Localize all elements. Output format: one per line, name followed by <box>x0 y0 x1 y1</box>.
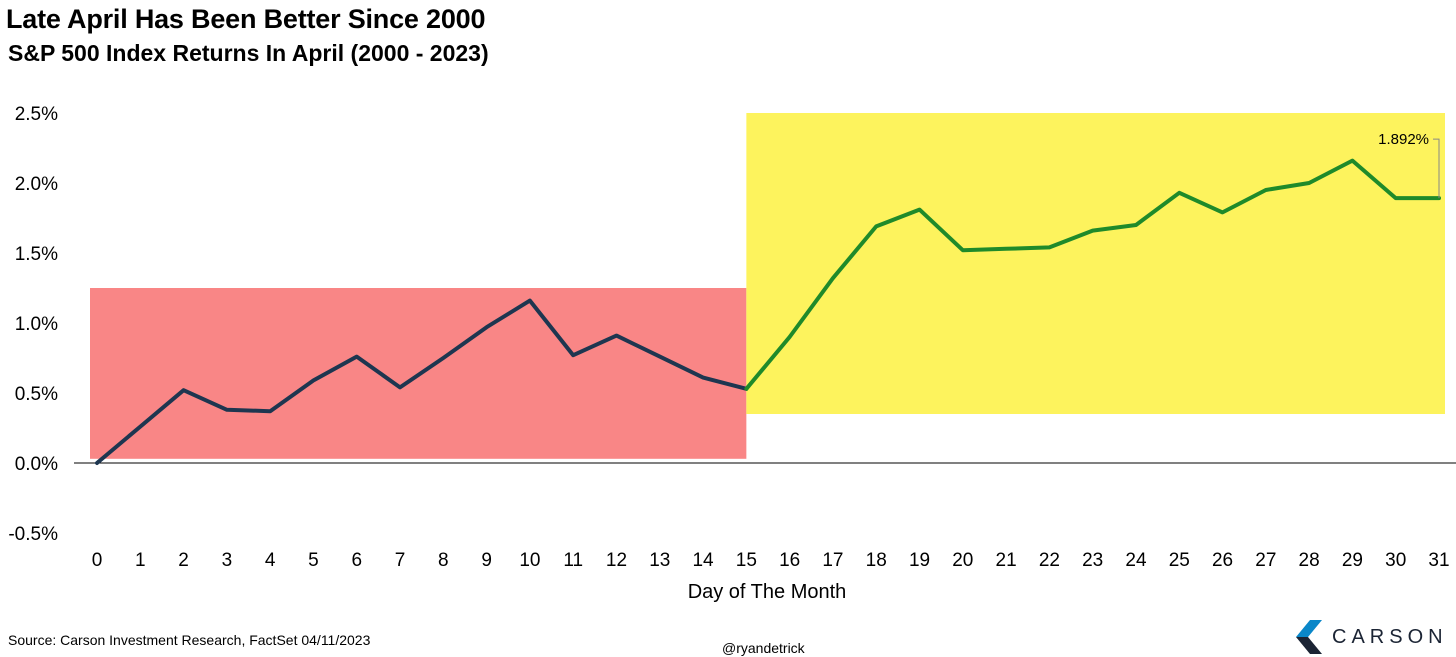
y-tick-label: 0.0% <box>15 454 58 475</box>
x-tick-label: 18 <box>866 550 887 571</box>
y-tick-label: 0.5% <box>15 384 58 405</box>
carson-logo-icon <box>1296 620 1322 654</box>
series-line-second-half <box>744 158 1441 391</box>
y-tick-label: 1.5% <box>15 244 58 265</box>
x-tick-label: 17 <box>822 550 843 571</box>
x-tick-label: 3 <box>222 550 233 571</box>
series-line-first-half <box>95 298 749 465</box>
chart-subtitle: S&P 500 Index Returns In April (2000 - 2… <box>8 40 489 66</box>
y-tick-label: -0.5% <box>8 524 58 545</box>
x-tick-label: 23 <box>1082 550 1103 571</box>
x-tick-label: 1 <box>135 550 146 571</box>
source-note: Source: Carson Investment Research, Fact… <box>8 632 371 648</box>
x-tick-label: 26 <box>1212 550 1233 571</box>
x-tick-label: 16 <box>779 550 800 571</box>
author-handle: @ryandetrick <box>722 640 805 656</box>
x-tick-label: 9 <box>481 550 492 571</box>
x-tick-label: 13 <box>649 550 670 571</box>
x-tick-label: 20 <box>952 550 973 571</box>
x-tick-label: 8 <box>438 550 449 571</box>
x-tick-label: 10 <box>519 550 540 571</box>
x-tick-label: 7 <box>395 550 406 571</box>
x-tick-label: 31 <box>1428 550 1449 571</box>
x-tick-label: 0 <box>92 550 103 571</box>
x-tick-label: 30 <box>1385 550 1406 571</box>
y-tick-label: 1.0% <box>15 314 58 335</box>
x-tick-label: 22 <box>1039 550 1060 571</box>
x-tick-label: 11 <box>563 550 583 571</box>
annotation-leader-line <box>1433 138 1440 199</box>
annotation-label: 1.892% <box>1378 131 1429 148</box>
x-tick-label: 14 <box>692 550 714 571</box>
x-tick-label: 19 <box>909 550 930 571</box>
x-tick-label: 15 <box>736 550 757 571</box>
x-tick-label: 4 <box>265 550 276 571</box>
brand-name: CARSON <box>1332 625 1448 648</box>
x-tick-label: 24 <box>1125 550 1147 571</box>
brand-logo: CARSON <box>1296 620 1448 654</box>
x-tick-label: 6 <box>351 550 362 571</box>
x-axis-label: Day of The Month <box>688 581 847 603</box>
late-april-region <box>746 113 1445 414</box>
x-tick-label: 2 <box>178 550 189 571</box>
chart-title: Late April Has Been Better Since 2000 <box>6 4 486 34</box>
x-tick-label: 29 <box>1342 550 1363 571</box>
y-tick-label: 2.0% <box>15 174 58 195</box>
x-tick-label: 21 <box>996 550 1017 571</box>
x-tick-label: 28 <box>1299 550 1320 571</box>
y-tick-label: 2.5% <box>15 104 58 125</box>
x-tick-label: 12 <box>606 550 627 571</box>
x-tick-label: 5 <box>308 550 319 571</box>
x-tick-label: 25 <box>1169 550 1190 571</box>
x-tick-label: 27 <box>1255 550 1276 571</box>
